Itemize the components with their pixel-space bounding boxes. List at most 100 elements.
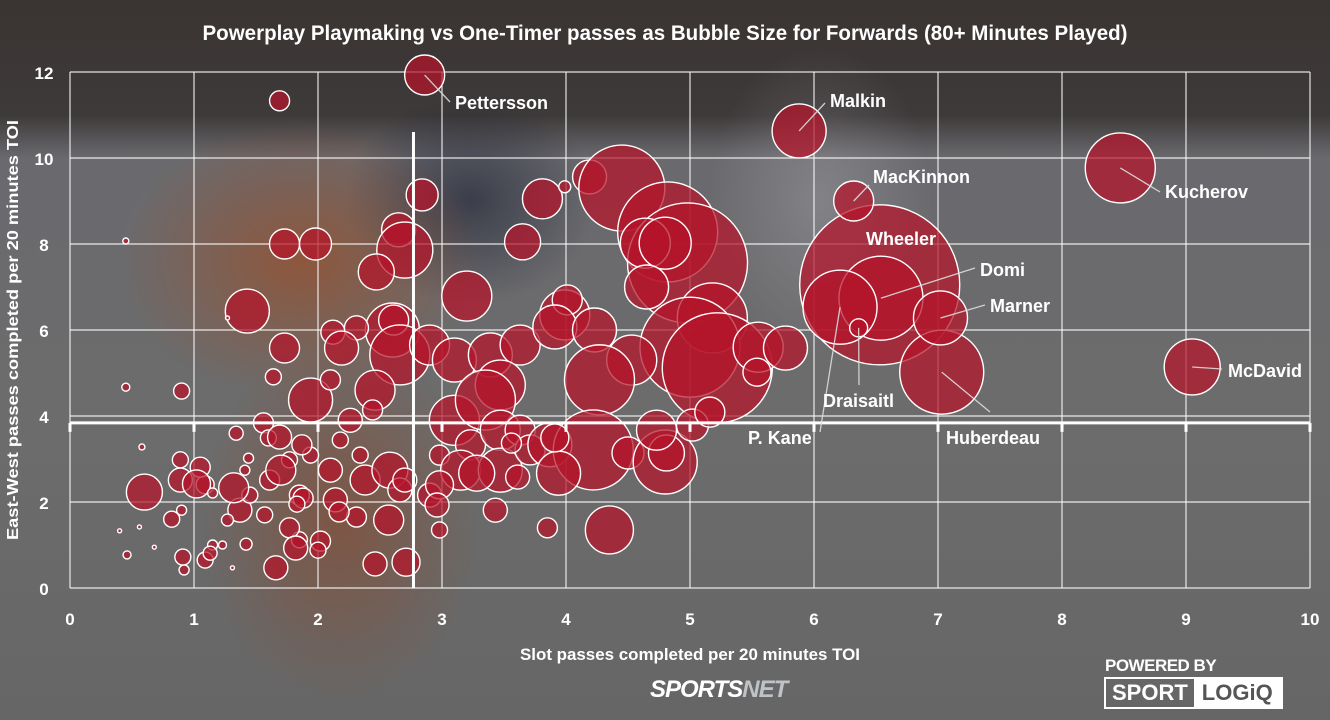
bubble [151,544,158,550]
player-label-huberdeau: Huberdeau [946,428,1040,448]
bubble [482,497,509,523]
player-labels: Pettersson Malkin MacKinnon Kucherov Wheeler… [424,74,1302,448]
x-tick-label: 3 [437,610,446,629]
bubble [317,457,344,483]
player-label-malkin: Malkin [830,91,886,111]
bubble [265,454,297,486]
y-axis-title: East-West passes completed per 20 minute… [5,120,22,540]
bubble [361,399,384,421]
leader-line-domi [880,267,976,299]
leader-line-pettersson [424,74,451,103]
x-tick-label: 7 [933,610,942,629]
player-label-mcdavid: McDavid [1228,361,1302,381]
bubble [121,382,131,392]
bubble [125,473,164,511]
bubble [224,315,231,321]
y-tick-label: 6 [39,322,48,341]
bubble [263,555,289,581]
bubble [181,469,212,499]
sportlogiq-sport: SPORT [1112,680,1188,705]
y-tick-label: 2 [39,494,48,513]
bubble [638,216,692,270]
bubble [298,227,333,261]
bubble [122,237,130,245]
bubble [291,434,313,456]
bubble [174,548,192,566]
bubble [242,452,255,464]
bubble [357,253,395,291]
bubble [584,505,635,555]
player-label-marner: Marner [990,296,1050,316]
y-tick-label: 4 [39,408,49,427]
bubble [372,504,405,536]
bubble [162,510,181,528]
leader-line-p-kane [819,307,841,433]
bubble [536,517,559,539]
bubble [532,304,578,350]
bubble [264,368,283,386]
bubble [424,492,450,518]
bubble [172,382,191,400]
bubble [391,547,421,577]
bubble [503,223,542,261]
bubble [239,537,253,551]
bubble [328,501,350,523]
bubble [116,528,123,534]
bubble [521,178,564,220]
leader-line-kucherov [1119,167,1161,193]
player-label-mackinnon: MacKinnon [873,167,970,187]
bubble [171,451,190,469]
bubble [500,432,523,454]
sportsnet-logo-b: NET [742,676,788,703]
bubble [694,396,726,428]
reference-lines [68,132,1312,588]
bubble [278,517,301,539]
leader-line-marner [940,304,986,319]
x-tick-label: 9 [1181,610,1190,629]
y-tick-label: 0 [39,580,48,599]
bubble [268,332,301,364]
bubble [458,454,496,492]
x-tick-label: 2 [313,610,322,629]
bubble [266,424,293,450]
bubble [441,270,493,322]
chart-title: Powerplay Playmaking vs One-Timer passes… [203,22,1128,45]
x-axis-title: Slot passes completed per 20 minutes TOI [520,645,860,664]
player-label-domi: Domi [980,260,1025,280]
x-tick-label: 8 [1057,610,1066,629]
sportsnet-logo: SPORTSNET [650,676,788,704]
bubble [255,506,274,524]
sportsnet-logo-a: SPORTS [650,676,743,703]
bubble [206,487,219,499]
player-label-pettersson: Pettersson [455,93,548,113]
bubble [351,446,369,464]
bubble [175,504,188,516]
bubble [635,409,678,451]
bubble [239,464,251,476]
bubble [405,178,439,212]
x-tick-label: 1 [189,610,198,629]
y-tick-label: 12 [35,64,54,83]
x-tick-label: 6 [809,610,818,629]
x-tick-label: 5 [685,610,694,629]
bubble [202,545,218,561]
y-tick-label: 8 [39,236,48,255]
bubble [136,524,143,530]
bubble [220,513,235,527]
bubble [217,472,250,504]
leader-line-mcdavid [1192,366,1223,370]
sportlogiq-logiq: LOGiQ [1193,679,1281,707]
bubble [504,464,531,490]
player-label-draisaitl: Draisaitl [823,391,894,411]
player-label-p-kane: P. Kane [748,428,812,448]
bubble [558,180,572,194]
bubble [178,564,190,576]
bubble [224,288,271,334]
bubble [742,357,772,387]
bubble [122,550,132,560]
x-tick-label: 0 [65,610,74,629]
bubble [563,344,636,416]
bubble [229,565,236,571]
